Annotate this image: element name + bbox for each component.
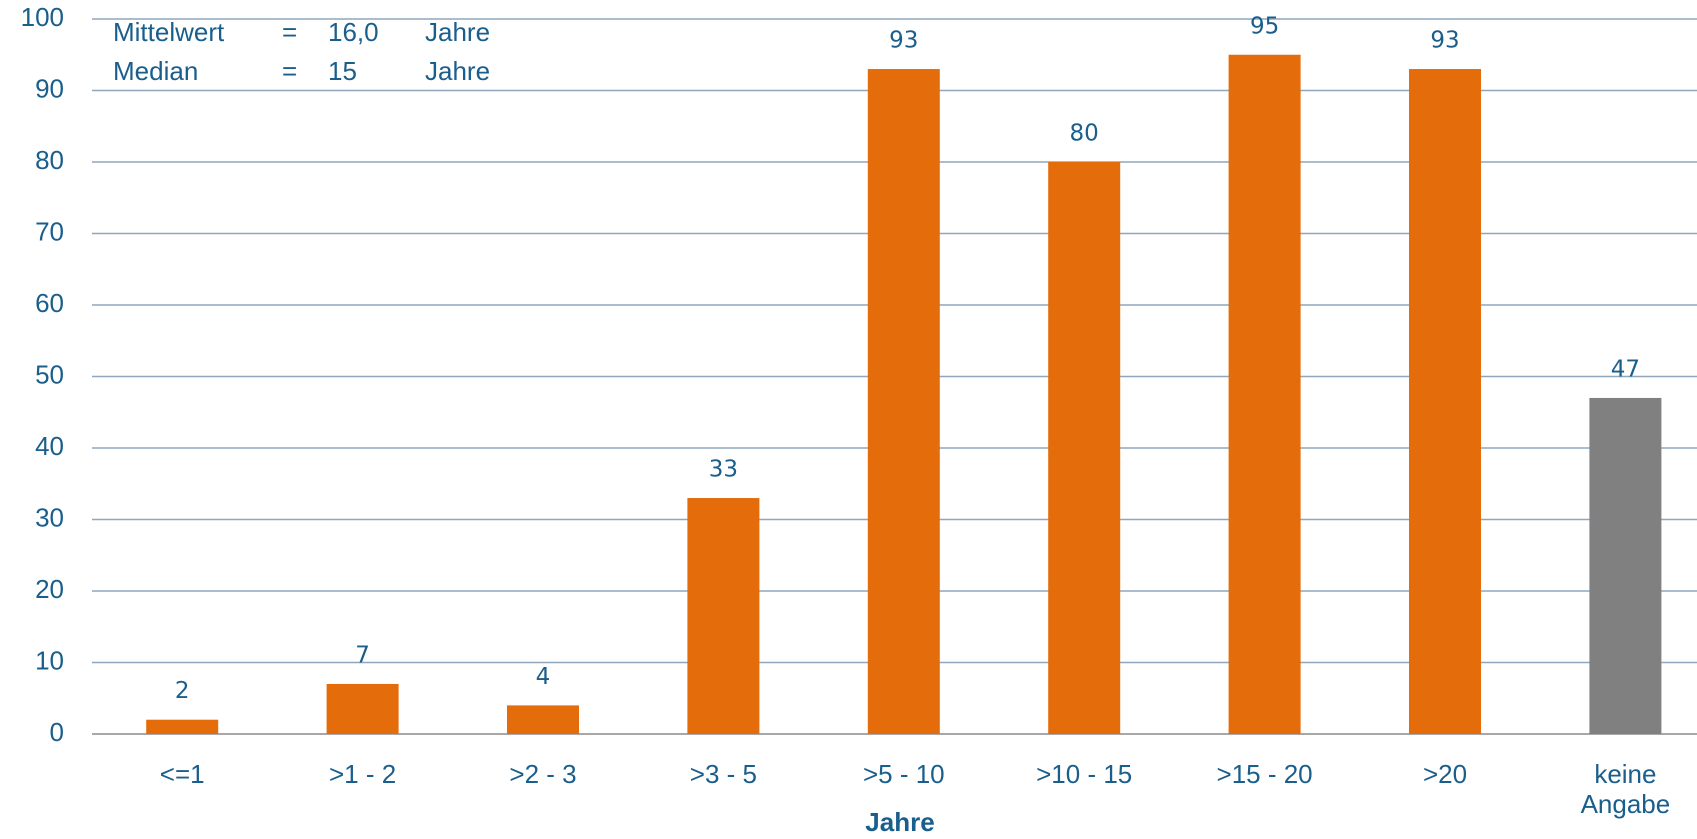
annotation: Mittelwert (113, 17, 225, 47)
y-tick-label: 50 (35, 359, 64, 389)
annotation: Jahre (425, 56, 490, 86)
annotation: Median (113, 56, 198, 86)
x-tick-label: keine Angabe (1581, 759, 1671, 819)
x-tick-label: >5 - 10 (863, 759, 945, 789)
annotation: 15 (328, 56, 357, 86)
x-tick-label: >10 - 15 (1036, 759, 1132, 789)
y-tick-label: 20 (35, 574, 64, 604)
annotation: = (282, 56, 297, 86)
data-label: 4 (536, 664, 551, 690)
bar (507, 705, 579, 734)
y-tick-label: 70 (35, 216, 64, 246)
bar (146, 719, 219, 734)
annotation: 16,0 (328, 17, 379, 47)
x-tick-label: >20 (1423, 759, 1467, 789)
x-tick-label: >1 - 2 (329, 759, 396, 789)
data-label: 2 (175, 678, 190, 704)
y-tick-label: 100 (21, 2, 64, 32)
bar (867, 69, 940, 735)
y-tick-label: 40 (35, 431, 64, 461)
x-tick-label: >15 - 20 (1217, 759, 1313, 789)
y-tick-label: 0 (50, 717, 64, 747)
y-tick-label: 60 (35, 288, 64, 318)
y-tick-label: 30 (35, 502, 64, 532)
data-label: 80 (1070, 121, 1099, 147)
y-tick-label: 80 (35, 145, 64, 175)
annotation: = (282, 17, 297, 47)
bar (1228, 54, 1301, 734)
y-tick-label: 10 (35, 645, 64, 675)
x-tick-label: >3 - 5 (690, 759, 757, 789)
data-label: 93 (1430, 28, 1459, 54)
y-tick-label: 90 (35, 73, 64, 103)
x-axis-label: Jahre (865, 807, 934, 837)
data-label: 7 (355, 642, 370, 668)
data-label: 93 (889, 28, 918, 54)
data-label: 33 (709, 457, 738, 483)
data-label: 47 (1611, 356, 1640, 382)
bar (326, 683, 399, 734)
bar (1589, 397, 1662, 734)
bar (1048, 162, 1121, 734)
bar (1409, 69, 1481, 735)
x-tick-label: <=1 (160, 759, 205, 789)
x-tick-label: >2 - 3 (509, 759, 576, 789)
bar (687, 498, 760, 734)
data-label: 95 (1250, 13, 1279, 39)
annotation: Jahre (425, 17, 490, 47)
